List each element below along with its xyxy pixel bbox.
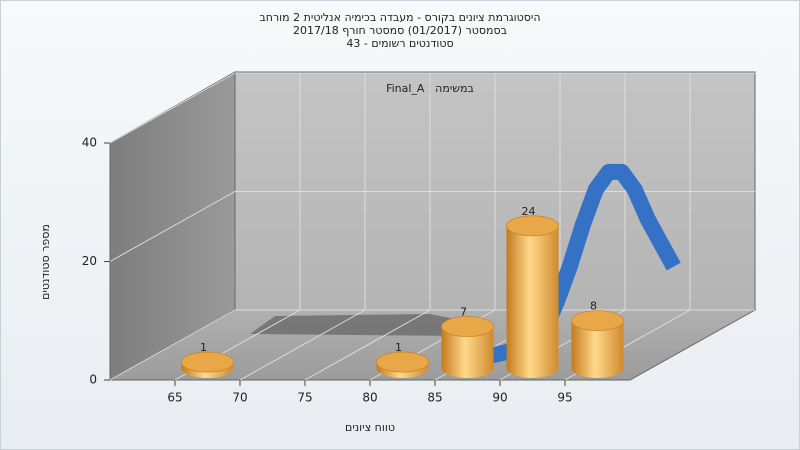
- grid-line: [109, 191, 236, 262]
- y-axis-label: מספר סטודנטים: [39, 224, 52, 300]
- title-line: סטודנטים רשומים - 43: [346, 37, 453, 50]
- bar-top: [506, 215, 559, 237]
- shadow: [250, 314, 470, 336]
- x-tick-label: 90: [492, 391, 507, 405]
- value-label: 1: [200, 341, 207, 354]
- value-label: 7: [460, 306, 467, 319]
- x-tick-label: 95: [557, 391, 572, 405]
- bar-top: [571, 310, 624, 332]
- grid-line: [109, 309, 236, 381]
- x-tick-label: 80: [362, 391, 377, 405]
- bar-top: [441, 316, 494, 337]
- bar-top: [376, 351, 429, 373]
- value-label: 8: [590, 300, 597, 313]
- y-tick-label: 0: [89, 373, 97, 387]
- y-tick-label: 20: [82, 254, 97, 268]
- grid-line: [109, 72, 236, 144]
- x-axis-label: טווח ציונים: [345, 421, 395, 434]
- x-tick-label: 85: [427, 391, 442, 405]
- x-tick-label: 75: [297, 391, 312, 405]
- x-tick-label: 65: [167, 391, 182, 405]
- bar: [181, 351, 234, 378]
- bar: [376, 351, 429, 378]
- bar: [506, 215, 559, 378]
- bar: [571, 310, 624, 378]
- title-line: היסטוגרמת ציונים בקורס - מעבדה בכימיה אנ…: [259, 11, 540, 24]
- grid-line: [239, 309, 366, 381]
- bar-body: [506, 225, 559, 368]
- grid-line: [304, 309, 431, 381]
- value-label: 1: [395, 341, 402, 354]
- x-tick-label: 70: [232, 391, 247, 405]
- title-line: בסמסטר (01/2017) סמסטר חורף 2017/18: [293, 24, 507, 37]
- y-tick-label: 40: [82, 136, 97, 150]
- value-label: 24: [522, 205, 536, 218]
- bar: [441, 316, 494, 378]
- bar-top: [181, 351, 234, 373]
